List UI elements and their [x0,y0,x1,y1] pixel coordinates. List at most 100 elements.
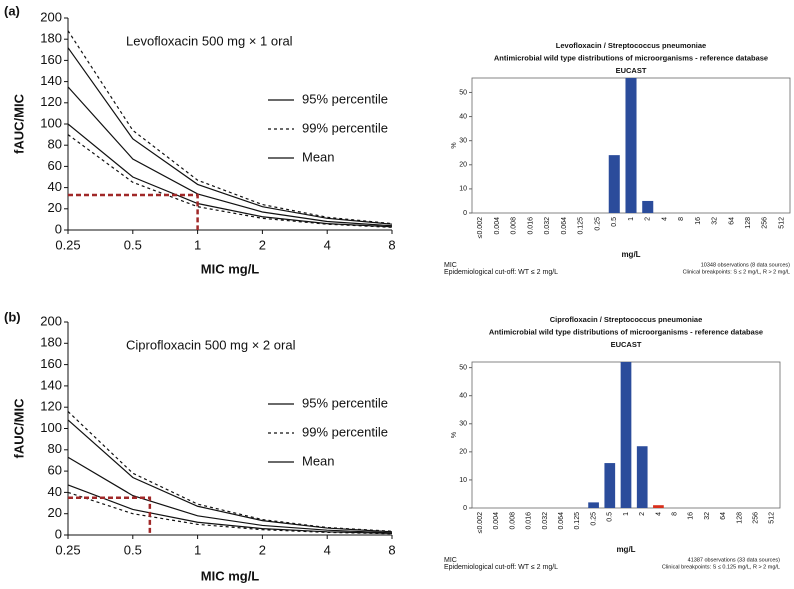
y-tick-label: 180 [40,31,62,46]
y-tick-label: 200 [40,9,62,24]
y-tick-label: 20 [48,505,62,520]
x-tick-label: 0.25 [594,217,601,231]
y-tick-label: 10 [459,477,467,484]
y-tick-label: 120 [40,399,62,414]
x-tick-label: 256 [753,512,760,524]
x-tick-label: 1 [623,512,630,516]
x-tick-label: ≤0.002 [477,217,484,238]
x-tick-label: 64 [728,217,735,225]
x-tick-label: ≤0.002 [477,512,484,533]
y-tick-label: 0 [463,505,467,512]
x-tick-label: 0.125 [578,217,585,235]
x-tick-label: 0.5 [124,237,142,252]
bar-chart: Ciprofloxacin / Streptococcus pneumoniae… [444,315,781,571]
x-tick-label: 256 [762,217,769,229]
y-tick-label: 40 [459,393,467,400]
x-tick-label: 128 [745,217,752,229]
y-tick-label: 60 [48,158,62,173]
y-tick-label: 40 [459,113,467,120]
x-tick-label: 512 [769,512,776,524]
x-tick-label: 64 [720,512,727,520]
y-tick-label: 60 [48,463,62,478]
x-tick-label: 32 [704,512,711,520]
y-axis-label: fAUC/MIC [11,398,26,459]
x-tick-label: 0.004 [494,217,501,235]
y-tick-label: 180 [40,335,62,350]
series-line [67,134,393,228]
x-axis-label: mg/L [616,545,635,554]
y-tick-label: 100 [40,115,62,130]
x-tick-label: 0.5 [611,217,618,227]
footer-text: MIC [444,557,457,564]
legend-label: 99% percentile [302,120,388,135]
x-axis-label: mg/L [621,250,640,259]
y-axis-label: % [451,432,458,438]
y-tick-label: 200 [40,313,62,328]
legend-label: Mean [302,149,335,164]
x-tick-label: 16 [695,217,702,225]
chart-title: EUCAST [611,340,642,349]
x-tick-label: 0.008 [509,512,516,530]
y-tick-label: 120 [40,94,62,109]
x-tick-label: 4 [661,217,668,221]
x-tick-label: 512 [778,217,785,229]
x-tick-label: 8 [671,512,678,516]
y-tick-label: 30 [459,138,467,145]
bar [588,502,599,508]
x-tick-label: 0.5 [607,512,614,522]
y-tick-label: 10 [459,186,467,193]
y-tick-label: 0 [463,210,467,217]
x-tick-label: 2 [259,237,266,252]
series-line [67,30,393,225]
x-tick-label: 0.032 [544,217,551,235]
chart-title: Levofloxacin 500 mg × 1 oral [126,33,293,48]
y-axis-label: fAUC/MIC [11,93,26,154]
x-tick-label: 2 [259,542,266,557]
x-tick-label: 0.5 [124,542,142,557]
x-tick-label: 1 [194,237,201,252]
y-tick-label: 50 [459,364,467,371]
y-tick-label: 40 [48,179,62,194]
footer-text: MIC [444,262,457,269]
bar [620,362,632,508]
x-tick-label: 0.032 [542,512,549,530]
x-axis-label: MIC mg/L [201,261,260,276]
line-chart: (a) 0 20 40 60 80 100 120 140 160 180 200 0.25 0.5 1 2 4… [4,3,396,276]
series-line [67,456,393,534]
x-axis-label: MIC mg/L [201,568,260,583]
x-tick-label: 0.25 [590,512,597,526]
x-tick-label: 8 [388,542,395,557]
x-tick-label: 2 [645,217,652,221]
footer-text: 41387 observations (33 data sources) [688,557,781,563]
bar-chart: Levofloxacin / Streptococcus pneumoniae A… [444,41,791,276]
legend-label: Mean [302,453,335,468]
y-tick-label: 140 [40,377,62,392]
bar [636,446,648,508]
footer-text: Clinical breakpoints: S ≤ 0.125 mg/L, R … [662,564,780,570]
legend-label: 95% percentile [302,395,388,410]
x-tick-label: 0.064 [558,512,565,530]
bar [653,505,664,508]
reference-line [68,193,199,230]
x-tick-label: 4 [324,237,331,252]
y-tick-label: 50 [459,89,467,96]
panel-label: (b) [4,309,21,324]
y-tick-label: 80 [48,441,62,456]
chart-title: Antimicrobial wild type distributions of… [494,53,768,62]
footer-text: Epidemiological cut-off: WT ≤ 2 mg/L [444,269,558,276]
x-tick-label: 2 [639,512,646,516]
x-tick-label: 0.004 [493,512,500,530]
y-tick-label: 100 [40,420,62,435]
chart-title: Ciprofloxacin / Streptococcus pneumoniae [550,315,703,324]
series-line [67,491,393,535]
bar [642,200,654,213]
series-line [67,419,393,533]
x-tick-label: 8 [678,217,685,221]
x-tick-label: 16 [688,512,695,520]
y-tick-label: 20 [48,200,62,215]
series-line [67,123,393,228]
x-tick-label: 0.064 [561,217,568,235]
legend-label: 95% percentile [302,91,388,106]
y-tick-label: 80 [48,137,62,152]
